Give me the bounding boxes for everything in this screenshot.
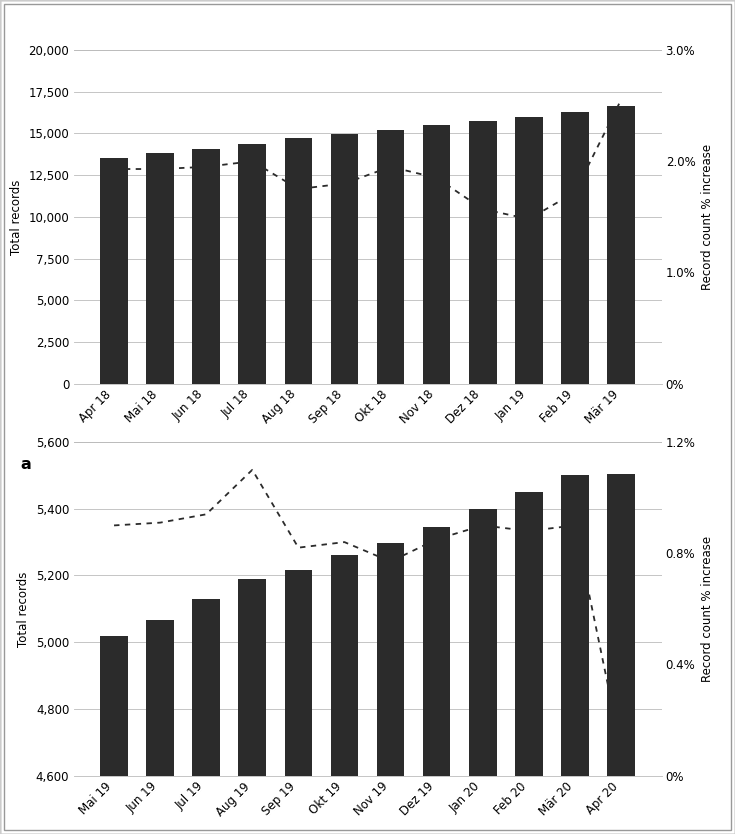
Legend: Cumulative eGFR records, % month-to-month increase: Cumulative eGFR records, % month-to-mont… <box>160 483 575 505</box>
Bar <box>377 543 404 834</box>
Text: a: a <box>21 457 32 472</box>
Bar <box>284 570 312 834</box>
Bar <box>331 555 358 834</box>
Bar <box>377 130 404 384</box>
Bar <box>100 636 128 834</box>
Y-axis label: Total records: Total records <box>10 179 23 254</box>
Bar <box>561 475 589 834</box>
Bar <box>607 474 635 834</box>
Bar <box>515 492 542 834</box>
Bar <box>193 599 220 834</box>
Bar <box>423 125 451 384</box>
Bar <box>146 620 174 834</box>
Bar <box>193 149 220 384</box>
Bar <box>238 579 266 834</box>
Y-axis label: Total records: Total records <box>18 571 30 646</box>
Bar <box>423 527 451 834</box>
Bar <box>515 117 542 384</box>
Bar <box>469 121 497 384</box>
Y-axis label: Record count % increase: Record count % increase <box>701 143 714 290</box>
Bar <box>146 153 174 384</box>
Bar <box>284 138 312 384</box>
Bar <box>100 158 128 384</box>
Bar <box>607 106 635 384</box>
Bar <box>561 112 589 384</box>
Y-axis label: Record count % increase: Record count % increase <box>701 535 714 682</box>
Bar <box>238 144 266 384</box>
Bar <box>331 134 358 384</box>
Bar <box>469 509 497 834</box>
